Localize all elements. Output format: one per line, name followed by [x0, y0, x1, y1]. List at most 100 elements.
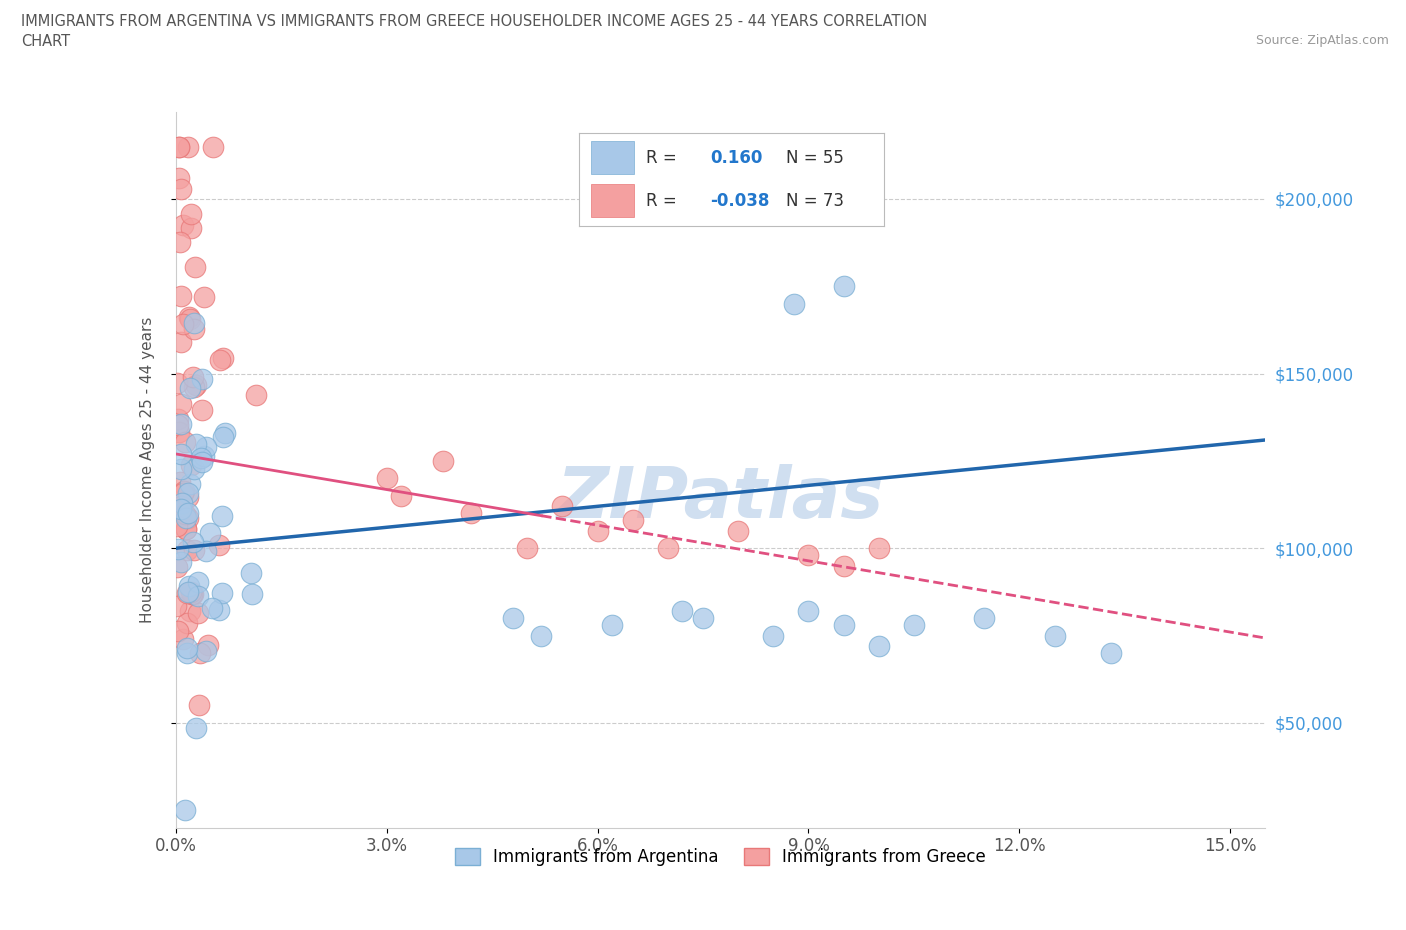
Point — [177, 490, 200, 505]
Point — [432, 454, 454, 469]
Point — [375, 471, 398, 485]
Text: R =: R = — [645, 192, 676, 210]
Point — [194, 439, 217, 454]
Point — [193, 448, 215, 463]
Point — [783, 297, 806, 312]
Point — [657, 541, 679, 556]
Point — [198, 525, 221, 540]
Point — [832, 618, 855, 632]
Point — [174, 803, 197, 817]
Text: Source: ZipAtlas.com: Source: ZipAtlas.com — [1256, 34, 1389, 47]
Point — [762, 628, 785, 643]
Point — [797, 548, 820, 563]
Point — [1099, 645, 1122, 660]
Point — [170, 502, 193, 517]
Point — [212, 351, 235, 365]
Point — [183, 542, 205, 557]
Point — [184, 720, 207, 735]
Point — [586, 524, 609, 538]
Point — [176, 645, 198, 660]
Point — [190, 403, 212, 418]
Point — [692, 611, 714, 626]
Point — [172, 485, 194, 500]
Point — [180, 458, 202, 472]
Point — [832, 558, 855, 573]
Point — [194, 644, 217, 658]
Point — [211, 430, 233, 445]
Text: N = 73: N = 73 — [786, 192, 845, 210]
Point — [174, 522, 197, 537]
Point — [166, 418, 188, 432]
Point — [184, 437, 207, 452]
Point — [167, 624, 190, 639]
Point — [167, 425, 190, 440]
Point — [167, 542, 190, 557]
Point — [177, 309, 200, 324]
Point — [516, 541, 538, 556]
Point — [211, 586, 233, 601]
Point — [169, 235, 191, 250]
Text: N = 55: N = 55 — [786, 149, 844, 167]
Point — [166, 411, 188, 426]
Point — [174, 434, 197, 449]
Point — [1043, 628, 1066, 643]
Text: IMMIGRANTS FROM ARGENTINA VS IMMIGRANTS FROM GREECE HOUSEHOLDER INCOME AGES 25 -: IMMIGRANTS FROM ARGENTINA VS IMMIGRANTS … — [21, 14, 928, 29]
Point — [197, 637, 219, 652]
Point — [169, 170, 191, 185]
Point — [166, 375, 188, 390]
Text: R =: R = — [645, 149, 676, 167]
Point — [832, 279, 855, 294]
Point — [167, 140, 190, 154]
Point — [903, 618, 925, 632]
Point — [177, 585, 200, 600]
Point — [460, 506, 482, 521]
Point — [174, 521, 197, 536]
Point — [170, 462, 193, 477]
Text: 0.160: 0.160 — [710, 149, 762, 167]
Point — [214, 426, 236, 441]
Point — [183, 461, 205, 476]
Point — [245, 388, 267, 403]
Point — [170, 554, 193, 569]
Point — [671, 604, 693, 618]
Point — [170, 181, 193, 196]
Point — [167, 140, 190, 154]
Point — [176, 585, 198, 600]
Point — [184, 378, 207, 392]
Point — [551, 498, 574, 513]
Point — [190, 455, 212, 470]
Text: CHART: CHART — [21, 34, 70, 49]
Point — [600, 618, 623, 632]
Point — [172, 631, 194, 646]
Point — [190, 450, 212, 465]
Bar — [591, 184, 634, 217]
Point — [174, 511, 197, 525]
Point — [201, 601, 224, 616]
Point — [174, 507, 197, 522]
Text: ZIPatlas: ZIPatlas — [557, 464, 884, 533]
Point — [181, 369, 204, 384]
Point — [170, 335, 193, 350]
Point — [165, 599, 187, 614]
Point — [170, 498, 193, 513]
Point — [621, 512, 644, 527]
Point — [176, 542, 198, 557]
Point — [180, 584, 202, 599]
Point — [188, 645, 211, 660]
Point — [179, 381, 201, 396]
Point — [176, 641, 198, 656]
Point — [239, 565, 262, 580]
Point — [181, 534, 204, 549]
Point — [180, 587, 202, 602]
Point — [181, 587, 204, 602]
Point — [187, 575, 209, 590]
Point — [211, 509, 233, 524]
Point — [191, 371, 214, 386]
Point — [188, 698, 211, 713]
Point — [170, 288, 193, 303]
Point — [179, 312, 201, 326]
Text: -0.038: -0.038 — [710, 192, 769, 210]
Point — [183, 379, 205, 394]
Point — [177, 505, 200, 520]
Point — [240, 587, 263, 602]
